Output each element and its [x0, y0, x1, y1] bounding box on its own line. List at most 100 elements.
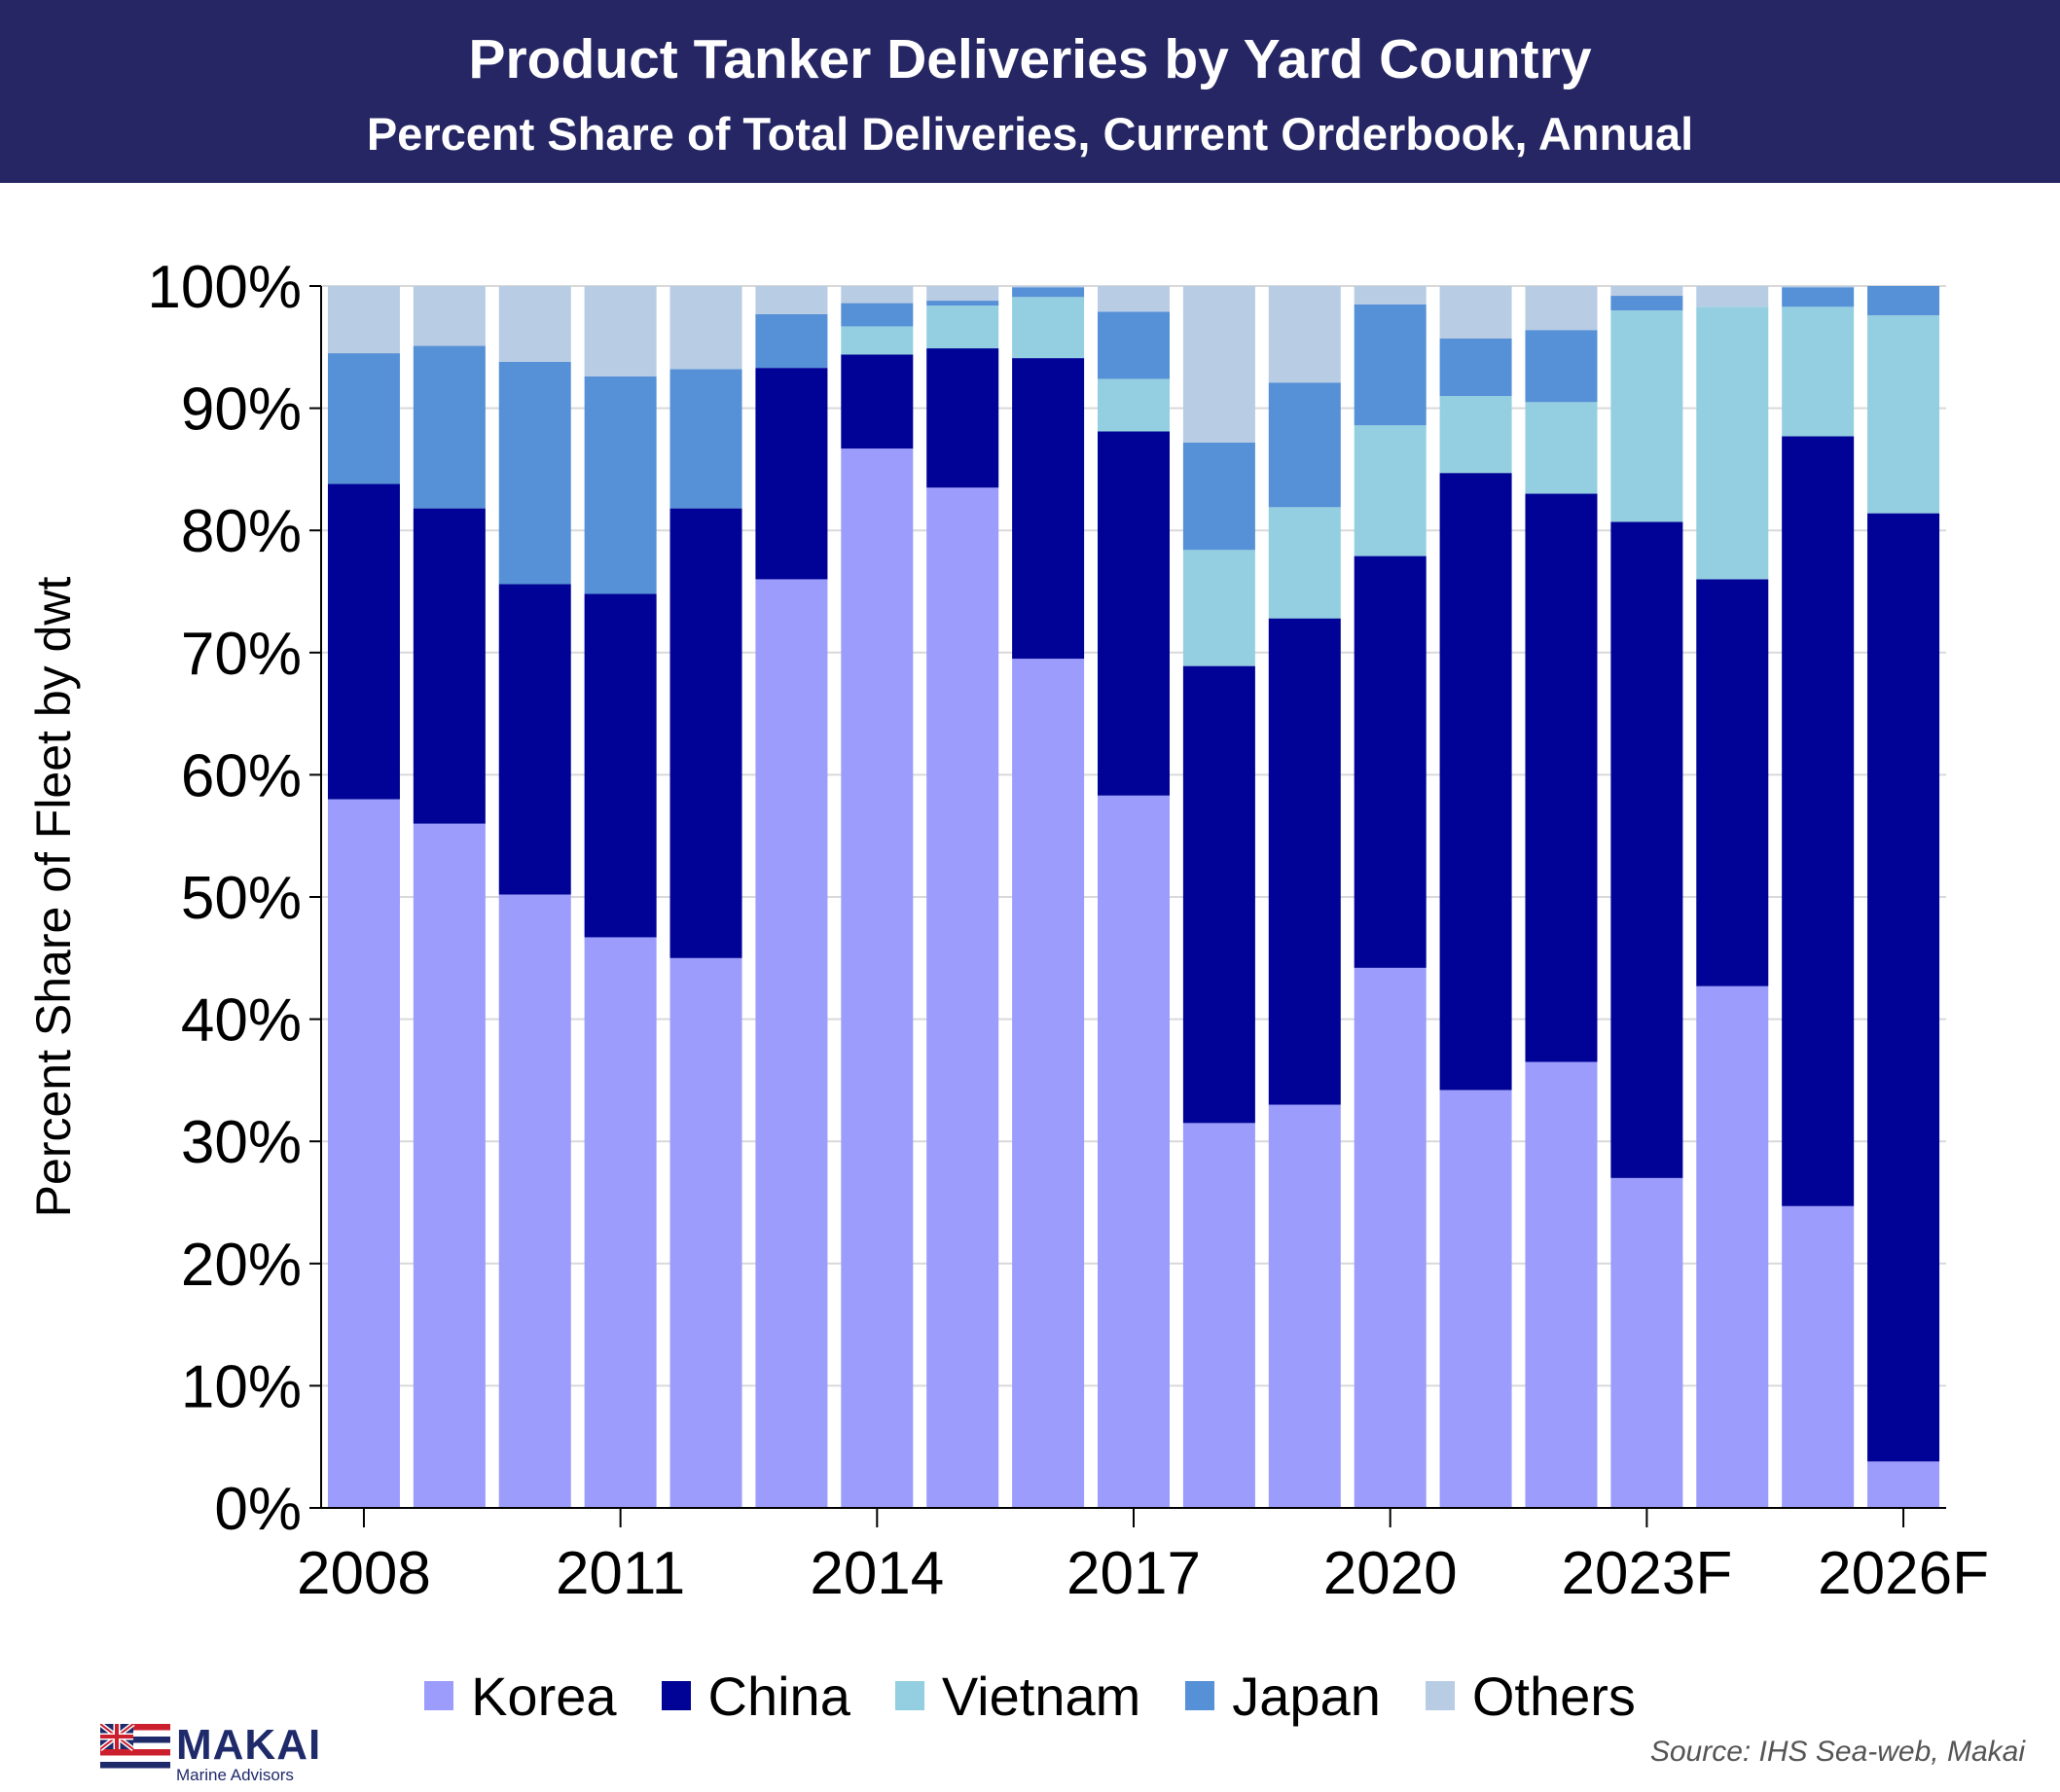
bar-others-2025F	[1782, 286, 1855, 288]
bar-japan-2016	[1012, 287, 1085, 298]
y-tick-label: 70%	[181, 621, 302, 688]
bar-japan-2010	[498, 361, 571, 585]
bar-japan-2008	[327, 353, 400, 484]
source-note: Source: IHS Sea-web, Makai	[1649, 1736, 2025, 1768]
bar-korea-2022	[1525, 1061, 1598, 1508]
bar-japan-2019	[1268, 382, 1341, 508]
legend-swatch	[1425, 1681, 1455, 1710]
y-tick-label: 90%	[181, 376, 302, 444]
bar-others-2023F	[1610, 286, 1683, 297]
bar-others-2015	[926, 286, 999, 302]
bar-china-2015	[926, 348, 999, 488]
legend-item-korea: Korea	[424, 1665, 617, 1728]
legend-swatch	[424, 1681, 454, 1710]
bar-china-2019	[1268, 618, 1341, 1105]
y-tick-label: 100%	[147, 254, 302, 321]
logo-subtitle: Marine Advisors	[176, 1766, 294, 1784]
bar-japan-2015	[926, 301, 999, 306]
legend-item-china: China	[661, 1665, 850, 1728]
legend-item-others: Others	[1425, 1665, 1636, 1728]
legend-label: Japan	[1232, 1665, 1381, 1727]
bar-others-2021	[1439, 286, 1512, 340]
x-tick-label: 2011	[556, 1540, 685, 1607]
x-tick-label: 2020	[1323, 1540, 1458, 1607]
bar-japan-2021	[1439, 339, 1512, 397]
bar-vietnam-2016	[1012, 297, 1085, 359]
bar-china-2009	[413, 508, 486, 824]
bar-korea-2011	[584, 937, 657, 1508]
bar-vietnam-2019	[1268, 507, 1341, 619]
bar-china-2014	[841, 354, 914, 449]
bar-korea-2026F	[1867, 1461, 1940, 1508]
y-tick-label: 0%	[214, 1476, 302, 1543]
bar-japan-2018	[1182, 442, 1255, 551]
y-tick-label: 40%	[181, 987, 302, 1055]
legend-label: Others	[1471, 1665, 1636, 1727]
bar-china-2017	[1098, 431, 1170, 796]
bar-korea-2014	[841, 448, 914, 1509]
bar-japan-2012	[669, 369, 742, 509]
bar-japan-2009	[413, 345, 486, 509]
bar-vietnam-2017	[1098, 378, 1170, 432]
x-tick-label: 2023F	[1561, 1540, 1732, 1607]
bar-japan-2020	[1354, 304, 1427, 426]
makai-logo: MAKAI Marine Advisors	[100, 1724, 321, 1784]
bar-korea-2016	[1012, 659, 1085, 1508]
bar-korea-2008	[327, 799, 400, 1508]
bar-others-2018	[1182, 286, 1255, 443]
x-tick-label: 2026F	[1818, 1540, 1989, 1607]
bar-korea-2024F	[1696, 986, 1769, 1508]
bar-others-2019	[1268, 286, 1341, 383]
chart-header: Product Tanker Deliveries by Yard Countr…	[0, 0, 2060, 183]
legend-label: Vietnam	[941, 1665, 1141, 1727]
bar-china-2011	[584, 593, 657, 938]
legend-label: China	[707, 1665, 850, 1727]
bar-japan-2023F	[1610, 296, 1683, 311]
y-axis-label: Percent Share of Fleet by dwt	[26, 577, 81, 1218]
hawaii-flag-icon	[100, 1724, 170, 1774]
bar-japan-2022	[1525, 330, 1598, 403]
bar-others-2014	[841, 286, 914, 304]
y-tick-label: 80%	[181, 498, 302, 565]
bar-china-2013	[755, 368, 828, 580]
bar-others-2010	[498, 286, 571, 362]
bar-japan-2013	[755, 313, 828, 369]
chart-legend: Korea China Vietnam Japan Others	[0, 1662, 2060, 1730]
y-tick-label: 10%	[181, 1353, 302, 1420]
bar-china-2008	[327, 484, 400, 800]
legend-item-japan: Japan	[1185, 1665, 1381, 1728]
bar-china-2016	[1012, 358, 1085, 660]
bar-china-2012	[669, 508, 742, 958]
stacked-bar-chart: 0% 10% 20% 30% 40% 50% 60% 70% 80% 90% 100% 2008 201…	[26, 254, 1989, 1607]
bar-china-2020	[1354, 556, 1427, 968]
bar-vietnam-2025F	[1782, 306, 1855, 437]
x-tick-label: 2017	[1066, 1540, 1201, 1607]
x-tick-label: 2014	[810, 1540, 944, 1607]
y-tick-label: 20%	[181, 1232, 302, 1299]
bar-others-2009	[413, 286, 486, 346]
bar-korea-2017	[1098, 795, 1170, 1508]
y-tick-label: 60%	[181, 742, 302, 809]
legend-item-vietnam: Vietnam	[894, 1665, 1141, 1728]
bar-others-2024F	[1696, 286, 1769, 307]
bar-others-2011	[584, 286, 657, 376]
bar-korea-2010	[498, 894, 571, 1508]
legend-swatch	[1185, 1681, 1215, 1710]
bar-japan-2014	[841, 303, 914, 327]
bar-vietnam-2014	[841, 326, 914, 355]
bar-japan-2011	[584, 376, 657, 594]
bar-china-2022	[1525, 493, 1598, 1062]
legend-swatch	[894, 1681, 924, 1710]
bar-others-2013	[755, 286, 828, 314]
bar-japan-2025F	[1782, 287, 1855, 307]
bar-china-2018	[1182, 665, 1255, 1124]
bar-vietnam-2023F	[1610, 310, 1683, 522]
bar-vietnam-2020	[1354, 425, 1427, 556]
bar-korea-2018	[1182, 1123, 1255, 1508]
bar-china-2026F	[1867, 513, 1940, 1462]
bar-japan-2017	[1098, 311, 1170, 379]
bar-others-2008	[327, 286, 400, 354]
y-tick-label: 30%	[181, 1109, 302, 1176]
bar-korea-2019	[1268, 1104, 1341, 1508]
bar-korea-2023F	[1610, 1177, 1683, 1508]
